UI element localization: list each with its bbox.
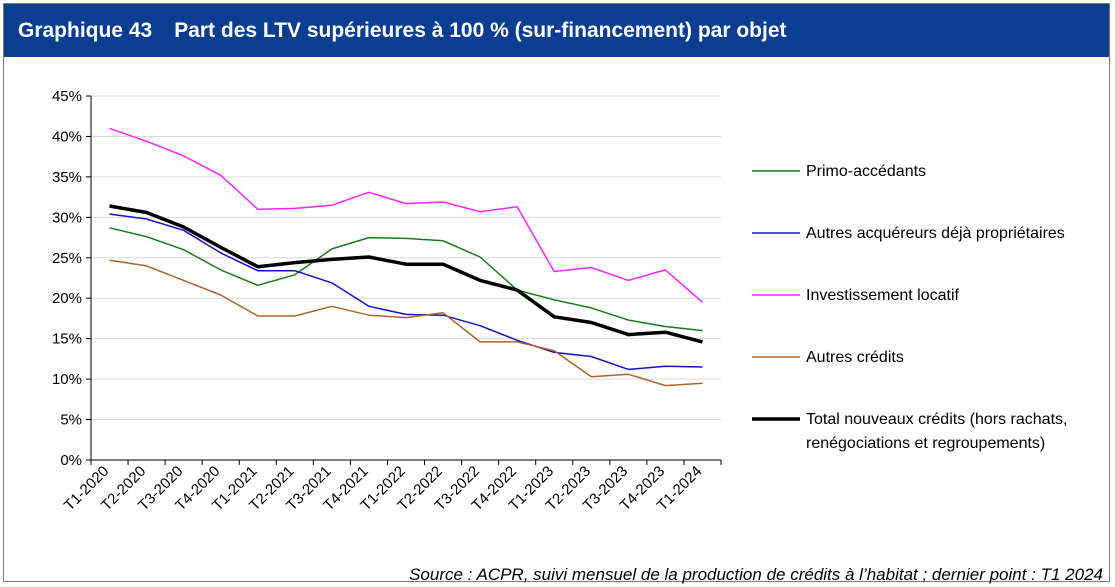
y-tick-label: 25%	[52, 250, 82, 267]
y-tick-label: 40%	[52, 128, 82, 145]
y-tick-label: 35%	[52, 169, 82, 186]
y-tick-label: 15%	[52, 331, 82, 348]
legend-label: Investissement locatif	[806, 287, 960, 304]
legend-label: Autres crédits	[806, 349, 904, 366]
source-note: Source : ACPR, suivi mensuel de la produ…	[409, 565, 1103, 584]
legend-label: Primo-accédants	[806, 163, 926, 180]
y-tick-label: 5%	[60, 412, 82, 429]
series-line	[109, 213, 703, 371]
series-line	[109, 259, 703, 387]
y-tick-label: 0%	[60, 452, 82, 469]
legend-label: Total nouveaux crédits (hors rachats, ren…	[806, 411, 1067, 452]
chart-frame: Graphique 43 Part des LTV supérieures à 1…	[3, 3, 1110, 582]
series-line	[109, 127, 703, 303]
y-tick-label: 30%	[52, 209, 82, 226]
y-tick-label: 45%	[52, 88, 82, 105]
chart-title: Part des LTV supérieures à 100 % (sur-fi…	[174, 19, 787, 42]
series-line	[109, 227, 703, 332]
chart-number: Graphique 43	[18, 19, 153, 42]
series-line	[109, 204, 703, 344]
legend-label: Autres acquéreurs déjà propriétaires	[806, 225, 1065, 242]
chart-header: Graphique 43 Part des LTV supérieures à 1…	[4, 4, 1109, 57]
y-tick-label: 10%	[52, 371, 82, 388]
y-tick-label: 20%	[52, 290, 82, 307]
